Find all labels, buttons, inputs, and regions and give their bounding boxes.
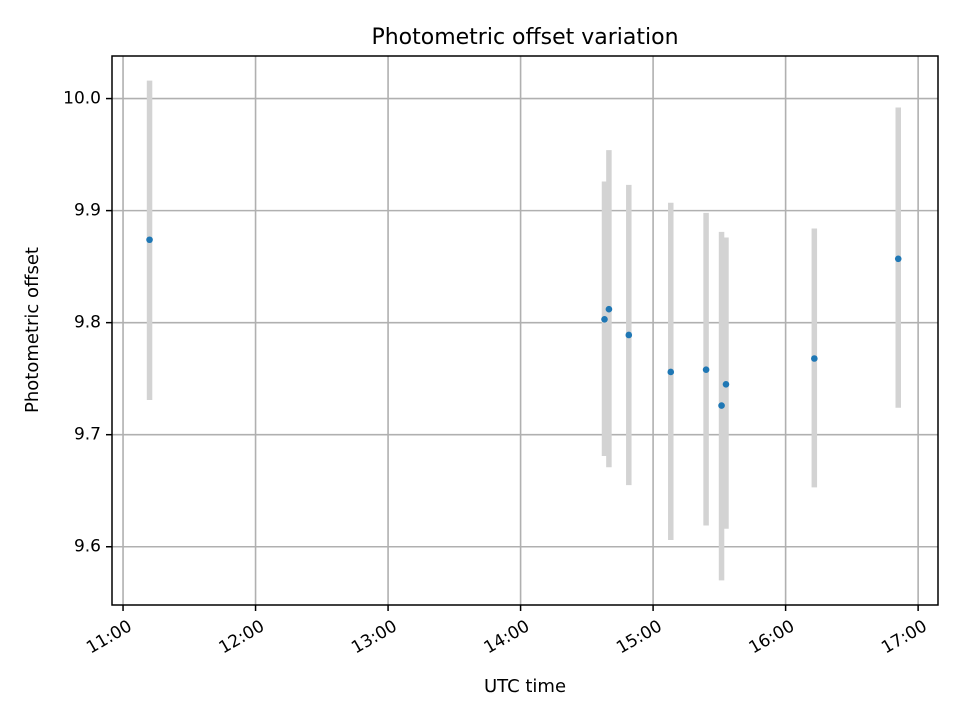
x-axis-label: UTC time (484, 676, 566, 697)
grid (112, 56, 938, 605)
y-tick-label: 10.0 (63, 89, 101, 109)
data-point (718, 402, 725, 409)
y-axis-ticks: 9.6 9.7 9.8 9.9 10.0 (63, 89, 112, 557)
data-point (605, 305, 613, 313)
data-point (146, 236, 153, 244)
data-point (894, 255, 902, 263)
data-point (667, 368, 675, 376)
y-tick-label: 9.6 (74, 537, 101, 557)
data-point (702, 366, 710, 374)
chart-title: Photometric offset variation (371, 25, 678, 50)
data-point (811, 355, 818, 362)
y-tick-label: 9.7 (74, 425, 101, 445)
data-point (625, 331, 633, 339)
y-axis-label: Photometric offset (22, 247, 43, 413)
data-point (601, 315, 608, 323)
y-tick-label: 9.9 (74, 201, 101, 221)
plot-frame (111, 55, 939, 606)
y-tick-label: 9.8 (74, 313, 101, 333)
data-points (146, 236, 902, 409)
data-point (722, 380, 730, 388)
